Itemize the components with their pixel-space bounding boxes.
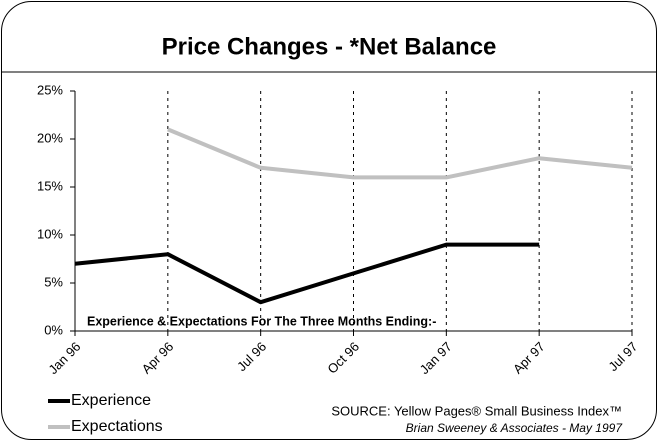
y-tick-label: 15% xyxy=(37,178,63,193)
series-line xyxy=(167,127,633,180)
legend-label: Experience xyxy=(71,392,151,409)
annotation: Experience & Expectations For The Three … xyxy=(87,314,436,328)
source: SOURCE: Yellow Pages® Small Business Ind… xyxy=(331,403,622,418)
chart-title: Price Changes - *Net Balance xyxy=(162,33,497,60)
series-line xyxy=(74,242,540,305)
y-tick-label: 5% xyxy=(44,274,63,289)
y-tick-label: 25% xyxy=(37,82,63,97)
y-tick-label: 10% xyxy=(37,226,63,241)
y-tick-label: 0% xyxy=(44,322,63,337)
y-tick-label: 20% xyxy=(37,130,63,145)
credit: Brian Sweeney & Associates - May 1997 xyxy=(406,421,624,435)
legend-label: Expectations xyxy=(71,418,163,435)
